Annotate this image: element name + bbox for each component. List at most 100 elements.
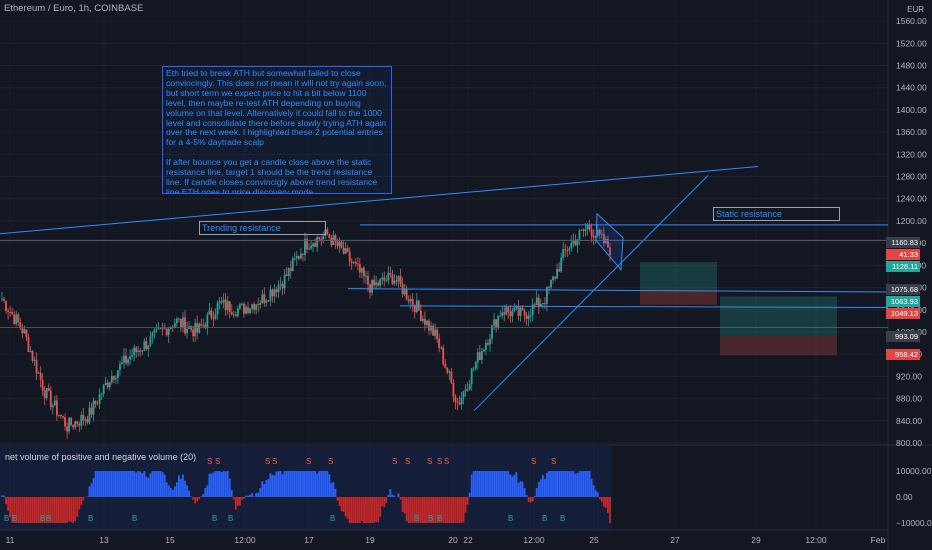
candle-body xyxy=(609,247,611,256)
candle-body xyxy=(289,268,292,272)
candle-body xyxy=(121,362,123,364)
candle-body xyxy=(358,264,361,273)
candle-body xyxy=(102,384,105,394)
time-tick-label: 12:00 xyxy=(523,535,545,545)
candle-body xyxy=(483,349,485,352)
price-axis: 1560.00 1520.00 1480.00 1440.00 1400.00 1360.… xyxy=(896,16,927,448)
price-tag: 41:33 xyxy=(886,249,920,260)
candle-body xyxy=(259,303,262,306)
price-tick-label: 920.00 xyxy=(896,371,922,381)
candle-body xyxy=(74,421,77,428)
candle-body xyxy=(33,359,36,361)
candle-body xyxy=(98,394,101,404)
candle-body xyxy=(159,328,162,330)
candle-body xyxy=(409,298,412,302)
volume-tick-label: 0.00 xyxy=(896,492,913,502)
candle-body xyxy=(39,372,42,380)
symbol-title[interactable]: Ethereum / Euro, 1h, COINBASE xyxy=(4,3,144,14)
candle-body xyxy=(499,315,502,317)
candle-body xyxy=(285,274,288,277)
candle-body xyxy=(519,307,522,316)
candle-body xyxy=(562,249,565,258)
candle-body xyxy=(602,233,605,244)
price-tick-label: 1240.00 xyxy=(896,194,927,204)
candle-body xyxy=(37,372,40,374)
entry1-target-zone xyxy=(640,262,717,291)
candle-body xyxy=(127,359,129,364)
time-tick-label: 19 xyxy=(365,535,375,545)
candle-body xyxy=(243,303,245,314)
candle-body xyxy=(446,367,449,373)
candle-body xyxy=(108,382,111,388)
candle-body xyxy=(405,288,408,300)
price-tag: 1126.11 xyxy=(886,261,920,272)
candle-body xyxy=(436,329,439,339)
candle-body xyxy=(277,284,280,293)
candle-body xyxy=(493,319,495,326)
candle-body xyxy=(275,289,278,293)
lower-support-line xyxy=(399,305,889,309)
candle-body xyxy=(234,314,237,316)
candle-body xyxy=(251,304,253,309)
candle-body xyxy=(293,258,296,260)
candle-body xyxy=(387,272,390,281)
sell-signal-marker: S xyxy=(437,457,442,466)
candle-body xyxy=(558,269,561,272)
candle-body xyxy=(348,251,351,262)
price-tick-label: 1360.00 xyxy=(896,127,927,137)
static-resistance-label[interactable]: Static resistance xyxy=(713,207,840,221)
sell-signal-marker: S xyxy=(392,457,397,466)
price-tick-label: 1560.00 xyxy=(896,16,927,26)
candle-body xyxy=(45,388,48,398)
candle-body xyxy=(523,310,526,316)
candle-body xyxy=(566,250,569,251)
trending-resistance-label[interactable]: Trending resistance xyxy=(199,221,326,235)
candle-body xyxy=(13,314,16,324)
candle-body xyxy=(21,328,24,334)
candle-body xyxy=(352,262,355,264)
candle-body xyxy=(180,318,182,328)
candle-body xyxy=(297,256,300,259)
candle-body xyxy=(306,238,308,250)
price-tag: 1049.13 xyxy=(886,308,920,319)
candle-body xyxy=(11,312,14,315)
candle-body xyxy=(167,328,170,336)
candle-body xyxy=(440,347,443,349)
candle-body xyxy=(287,268,290,277)
candle-body xyxy=(212,317,215,319)
candle-body xyxy=(263,294,266,303)
sell-signal-marker: S xyxy=(306,457,311,466)
candle-body xyxy=(495,319,497,328)
time-axis: 11 13 15 12:00 17 19 20 22 12:00 25 27 29 12:00 Feb xyxy=(6,535,886,545)
candle-body xyxy=(539,304,542,307)
candle-body xyxy=(25,329,28,338)
sell-signal-marker: S xyxy=(427,457,432,466)
analysis-note[interactable]: Eth tried to break ATH but somewhat fail… xyxy=(162,66,392,194)
drawings: S S S S S S S S S S S S SB B B B B B B B B B B B B B B xyxy=(0,166,889,523)
candle-body xyxy=(344,248,347,254)
candle-body xyxy=(66,426,68,432)
candle-body xyxy=(129,356,131,360)
candle-body xyxy=(578,230,581,240)
candle-body xyxy=(96,403,99,405)
candle-body xyxy=(598,229,601,235)
support-level-line xyxy=(347,288,889,293)
candle-body xyxy=(448,371,451,373)
candle-body xyxy=(35,359,38,374)
candle-body xyxy=(373,279,375,286)
volume-indicator-title[interactable]: net volume of positive and negative volu… xyxy=(5,452,197,462)
candle-body xyxy=(572,240,575,243)
candle-body xyxy=(82,414,85,421)
candle-body xyxy=(135,347,138,352)
sell-signal-marker: S xyxy=(215,457,220,466)
candle-body xyxy=(338,242,341,247)
candle-body xyxy=(220,301,223,303)
rising-support-line xyxy=(473,175,709,412)
candle-body xyxy=(312,243,314,247)
candle-body xyxy=(428,320,430,331)
candle-body xyxy=(247,307,249,314)
candle-body xyxy=(548,287,550,289)
candle-body xyxy=(350,261,353,263)
candle-body xyxy=(80,414,83,426)
